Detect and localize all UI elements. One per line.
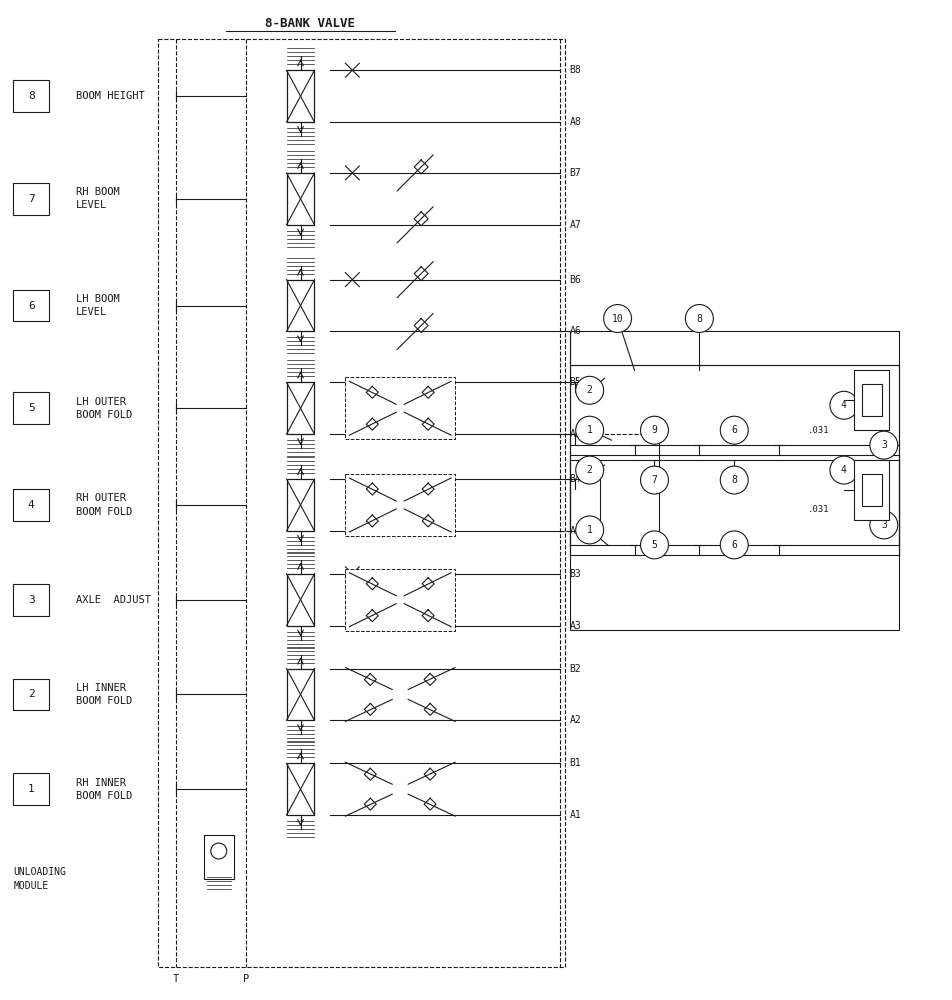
Text: 6: 6 bbox=[731, 425, 737, 435]
Text: T: T bbox=[172, 974, 179, 984]
Text: B5: B5 bbox=[569, 377, 582, 387]
Bar bbox=[346, 474, 455, 536]
Text: 1: 1 bbox=[28, 784, 34, 794]
Bar bbox=[346, 569, 455, 631]
Text: 4: 4 bbox=[841, 465, 847, 475]
Text: RH OUTER
BOOM FOLD: RH OUTER BOOM FOLD bbox=[76, 493, 132, 517]
Bar bbox=[854, 370, 889, 430]
Bar bbox=[854, 460, 889, 520]
Text: 8-BANK VALVE: 8-BANK VALVE bbox=[266, 17, 355, 30]
Bar bbox=[569, 455, 899, 630]
Circle shape bbox=[641, 466, 668, 494]
Text: A7: A7 bbox=[569, 220, 582, 230]
Text: 3: 3 bbox=[881, 520, 886, 530]
Text: RH BOOM
LEVEL: RH BOOM LEVEL bbox=[76, 187, 120, 210]
Circle shape bbox=[576, 376, 604, 404]
Text: 1: 1 bbox=[586, 525, 592, 535]
Text: 8: 8 bbox=[731, 475, 737, 485]
Circle shape bbox=[870, 511, 898, 539]
Circle shape bbox=[830, 456, 858, 484]
Bar bbox=[13, 489, 50, 521]
Bar bbox=[13, 392, 50, 424]
Bar bbox=[287, 173, 314, 225]
Text: A1: A1 bbox=[569, 810, 582, 820]
Text: 2: 2 bbox=[586, 465, 592, 475]
Text: 6: 6 bbox=[731, 540, 737, 550]
Bar bbox=[13, 773, 50, 805]
Text: 10: 10 bbox=[612, 314, 624, 324]
Circle shape bbox=[641, 416, 668, 444]
Bar bbox=[204, 835, 233, 879]
Circle shape bbox=[210, 843, 227, 859]
Text: P: P bbox=[243, 974, 248, 984]
Text: 5: 5 bbox=[28, 403, 34, 413]
Text: 9: 9 bbox=[651, 425, 658, 435]
Text: A8: A8 bbox=[569, 117, 582, 127]
Circle shape bbox=[721, 531, 748, 559]
Text: UNLOADING
MODULE: UNLOADING MODULE bbox=[13, 867, 67, 891]
Text: 8: 8 bbox=[697, 314, 703, 324]
Bar bbox=[862, 384, 882, 416]
Bar bbox=[287, 280, 314, 331]
Bar bbox=[287, 382, 314, 434]
Bar bbox=[287, 479, 314, 531]
Text: A2: A2 bbox=[569, 715, 582, 725]
Circle shape bbox=[576, 456, 604, 484]
Text: B4: B4 bbox=[569, 474, 582, 484]
Text: LH INNER
BOOM FOLD: LH INNER BOOM FOLD bbox=[76, 683, 132, 706]
Bar bbox=[13, 183, 50, 215]
Bar bbox=[287, 669, 314, 720]
Bar bbox=[346, 377, 455, 439]
Bar bbox=[13, 679, 50, 710]
Circle shape bbox=[870, 431, 898, 459]
Text: BOOM HEIGHT: BOOM HEIGHT bbox=[76, 91, 145, 101]
Text: 8: 8 bbox=[28, 91, 34, 101]
Text: A5: A5 bbox=[569, 429, 582, 439]
Circle shape bbox=[830, 391, 858, 419]
Text: B8: B8 bbox=[569, 65, 582, 75]
Bar bbox=[13, 584, 50, 616]
Text: A3: A3 bbox=[569, 621, 582, 631]
Bar bbox=[13, 290, 50, 321]
Text: .031: .031 bbox=[808, 505, 830, 514]
Text: A6: A6 bbox=[569, 326, 582, 336]
Text: 4: 4 bbox=[841, 400, 847, 410]
Text: 4: 4 bbox=[28, 500, 34, 510]
Text: LH BOOM
LEVEL: LH BOOM LEVEL bbox=[76, 294, 120, 317]
Text: A4: A4 bbox=[569, 526, 582, 536]
Circle shape bbox=[641, 531, 668, 559]
Text: RH INNER
BOOM FOLD: RH INNER BOOM FOLD bbox=[76, 778, 132, 801]
Bar bbox=[862, 474, 882, 506]
Bar bbox=[287, 70, 314, 122]
Text: B6: B6 bbox=[569, 275, 582, 285]
Text: 6: 6 bbox=[28, 301, 34, 311]
Circle shape bbox=[721, 466, 748, 494]
Circle shape bbox=[576, 516, 604, 544]
Text: B3: B3 bbox=[569, 569, 582, 579]
Text: 7: 7 bbox=[28, 194, 34, 204]
Text: B7: B7 bbox=[569, 168, 582, 178]
Circle shape bbox=[576, 416, 604, 444]
Text: LH OUTER
BOOM FOLD: LH OUTER BOOM FOLD bbox=[76, 397, 132, 420]
Bar bbox=[287, 763, 314, 815]
Circle shape bbox=[721, 416, 748, 444]
Text: 5: 5 bbox=[651, 540, 658, 550]
Text: B1: B1 bbox=[569, 758, 582, 768]
Bar bbox=[13, 80, 50, 112]
Circle shape bbox=[604, 305, 631, 332]
Text: 2: 2 bbox=[586, 385, 592, 395]
Text: B2: B2 bbox=[569, 664, 582, 674]
Bar bbox=[569, 365, 899, 555]
Bar bbox=[158, 39, 565, 967]
Bar bbox=[287, 574, 314, 626]
Text: 3: 3 bbox=[881, 440, 886, 450]
Text: 7: 7 bbox=[651, 475, 658, 485]
Text: .031: .031 bbox=[808, 426, 830, 435]
Text: AXLE  ADJUST: AXLE ADJUST bbox=[76, 595, 151, 605]
Text: 1: 1 bbox=[586, 425, 592, 435]
Text: 2: 2 bbox=[28, 689, 34, 699]
Text: 3: 3 bbox=[28, 595, 34, 605]
Circle shape bbox=[685, 305, 713, 332]
